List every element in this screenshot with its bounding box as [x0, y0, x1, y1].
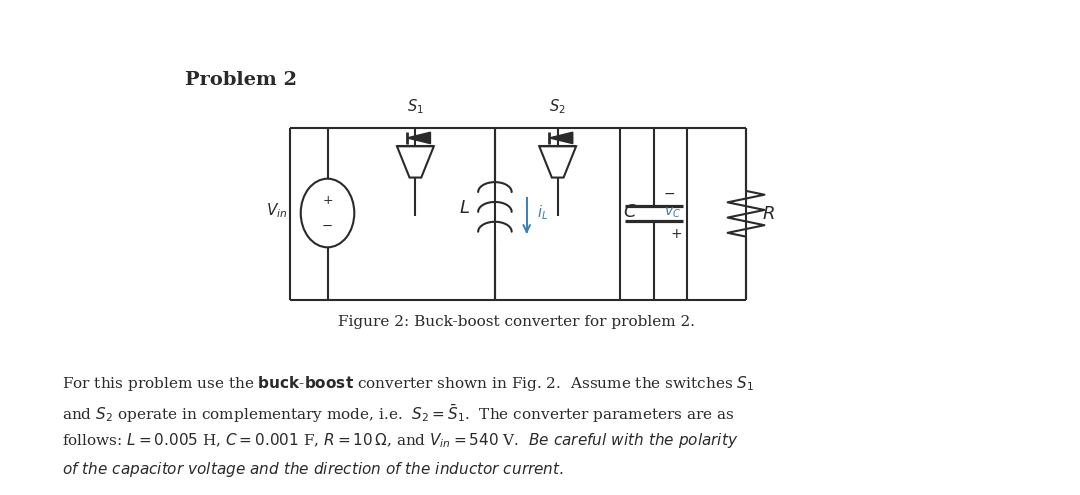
Text: R: R: [762, 205, 775, 223]
Polygon shape: [407, 132, 431, 144]
Text: $i_L$: $i_L$: [537, 203, 548, 222]
Text: $\it{of\ the\ capacitor\ voltage\ and\ the\ direction\ of\ the\ inductor\ curren: $\it{of\ the\ capacitor\ voltage\ and\ t…: [62, 460, 564, 479]
Text: Figure 2: Buck-boost converter for problem 2.: Figure 2: Buck-boost converter for probl…: [338, 315, 696, 329]
Text: +: +: [322, 194, 333, 206]
Text: −: −: [322, 219, 333, 233]
Text: and $S_2$ operate in complementary mode, i.e.  $S_2 = \bar{S}_1$.  The converter: and $S_2$ operate in complementary mode,…: [62, 402, 734, 425]
Text: $S_1$: $S_1$: [407, 98, 423, 116]
Text: Problem 2: Problem 2: [186, 71, 297, 89]
Text: +: +: [671, 227, 683, 241]
Text: $v_C$: $v_C$: [664, 206, 681, 220]
Text: −: −: [664, 187, 676, 201]
Text: C: C: [623, 203, 635, 221]
Polygon shape: [397, 147, 434, 178]
Polygon shape: [539, 147, 576, 178]
Polygon shape: [550, 132, 572, 144]
Text: L: L: [460, 199, 470, 217]
Text: $S_2$: $S_2$: [550, 98, 566, 116]
Text: For this problem use the $\mathbf{buck}$-$\mathbf{boost}$ converter shown in Fig: For this problem use the $\mathbf{buck}$…: [62, 374, 754, 393]
Ellipse shape: [300, 179, 354, 248]
Text: follows: $L = 0.005$ H, $C = 0.001$ F, $R = 10\,\Omega$, and $V_{in} = 540$ V.  : follows: $L = 0.005$ H, $C = 0.001$ F, $…: [62, 431, 738, 450]
Text: $V_{in}$: $V_{in}$: [266, 202, 287, 220]
